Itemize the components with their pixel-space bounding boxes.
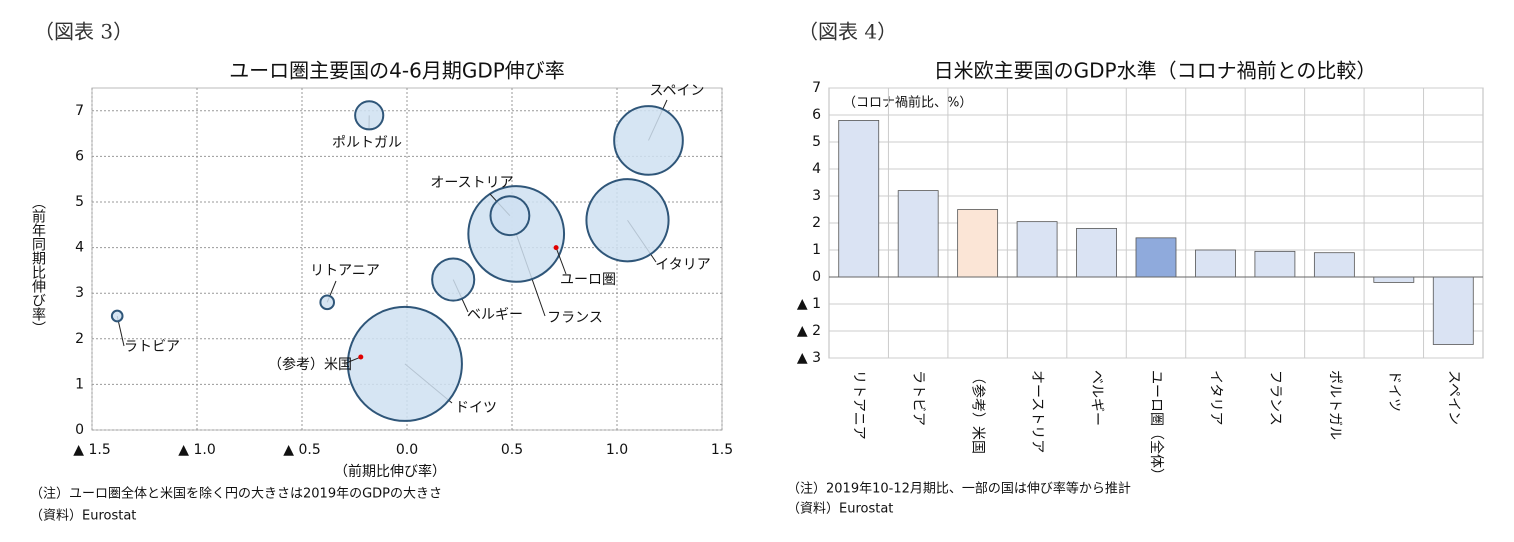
x-tick-label: ベルギー [1089,370,1105,426]
y-axis-title: （前年同期比伸び率） [30,195,46,335]
y-tick-label: 4 [75,240,84,256]
x-tick-label: 0.0 [396,442,418,458]
source: （資料）Eurostat [787,502,893,517]
y-tick-label: 5 [812,134,821,150]
y-tick-label: 3 [812,188,821,204]
x-tick-label: 1.5 [711,442,733,458]
chart-title: 日米欧主要国のGDP水準（コロナ禍前との比較） [934,59,1377,83]
x-tick-label: ユーロ圏（全体） [1148,370,1165,482]
bar [1135,237,1177,278]
y-tick-label: 1 [812,242,821,258]
point-label: ポルトガル [332,135,402,151]
bar [1373,276,1415,283]
bar [1313,252,1355,278]
bubble [354,100,385,131]
leader-line [345,356,361,364]
y-tick-label: 6 [75,148,84,164]
point-label: （参考）米国 [268,356,352,373]
y-tick-label: 2 [75,331,84,347]
x-tick-label: ドイツ [1386,370,1402,412]
y-tick-label: 0 [812,269,821,285]
y-tick-label: 0 [75,422,84,438]
bubble [319,294,335,311]
point-label: リトアニア [310,263,380,279]
bubble [489,195,531,237]
source: （資料）Eurostat [30,509,136,524]
bar [897,190,939,278]
leader-line [555,247,567,275]
figure-label: （図表 4） [798,20,897,44]
x-tick-label: フランス [1267,370,1283,426]
x-tick-label: ポルトガル [1326,370,1342,440]
x-tick-label: （参考）米国 [970,370,987,454]
x-tick-label: ▲ 1.5 [73,442,110,458]
bar [1016,221,1058,278]
bubble [613,105,684,176]
figure-label: （図表 3） [34,20,133,44]
note: （注）ユーロ圏全体と米国を除く円の大きさは2019年のGDPの大きさ [30,486,442,502]
bubble [358,354,364,360]
point-label: イタリア [655,257,710,273]
y-tick-label: ▲ 2 [797,323,821,339]
point-label: ラトビア [124,339,180,355]
bar [1076,227,1117,278]
y-tick-label: 4 [812,161,821,177]
y-tick-label: 3 [75,285,84,301]
bar [1432,276,1474,345]
y-tick-label: 6 [812,107,821,123]
x-tick-label: スペイン [1445,370,1461,425]
bubble [585,178,670,263]
y-tick-label: 7 [75,103,84,119]
point-label: スペイン [649,83,704,99]
bubble [110,309,124,323]
x-tick-label: 1.0 [606,442,628,458]
x-tick-label: イタリア [1207,370,1223,425]
bar [1254,250,1296,278]
point-label: ユーロ圏 [560,272,616,288]
point-label: ドイツ [455,400,497,416]
y-tick-label: 7 [812,80,821,96]
x-tick-label: ▲ 1.0 [178,442,215,458]
x-tick-label: オーストリア [1029,370,1045,453]
x-tick-label: 0.5 [501,442,523,458]
note: （注）2019年10-12月期比、一部の国は伸び率等から推計 [787,481,1131,497]
point-label: オーストリア [430,175,513,191]
bubble [431,257,476,302]
point-label: ベルギー [467,307,523,323]
x-tick-label: ラトビア [910,370,926,426]
x-tick-label: リトアニア [851,370,867,440]
bubble [346,305,463,422]
x-tick-label: ▲ 0.5 [283,442,320,458]
y-tick-label: ▲ 1 [797,296,821,312]
y-tick-label: ▲ 3 [797,350,821,366]
y-tick-label: 5 [75,194,84,210]
y-tick-label: 1 [75,376,84,392]
x-axis-title: （前期比伸び率） [334,463,446,480]
bar [1195,249,1236,278]
bar [838,120,880,278]
unit-label: （コロナ禍前比、%） [843,95,972,111]
y-tick-label: 2 [812,215,821,231]
point-label: フランス [547,310,603,326]
bar [957,209,999,278]
bubble [553,245,559,251]
chart-title: ユーロ圏主要国の4-6月期GDP伸び率 [229,59,565,83]
